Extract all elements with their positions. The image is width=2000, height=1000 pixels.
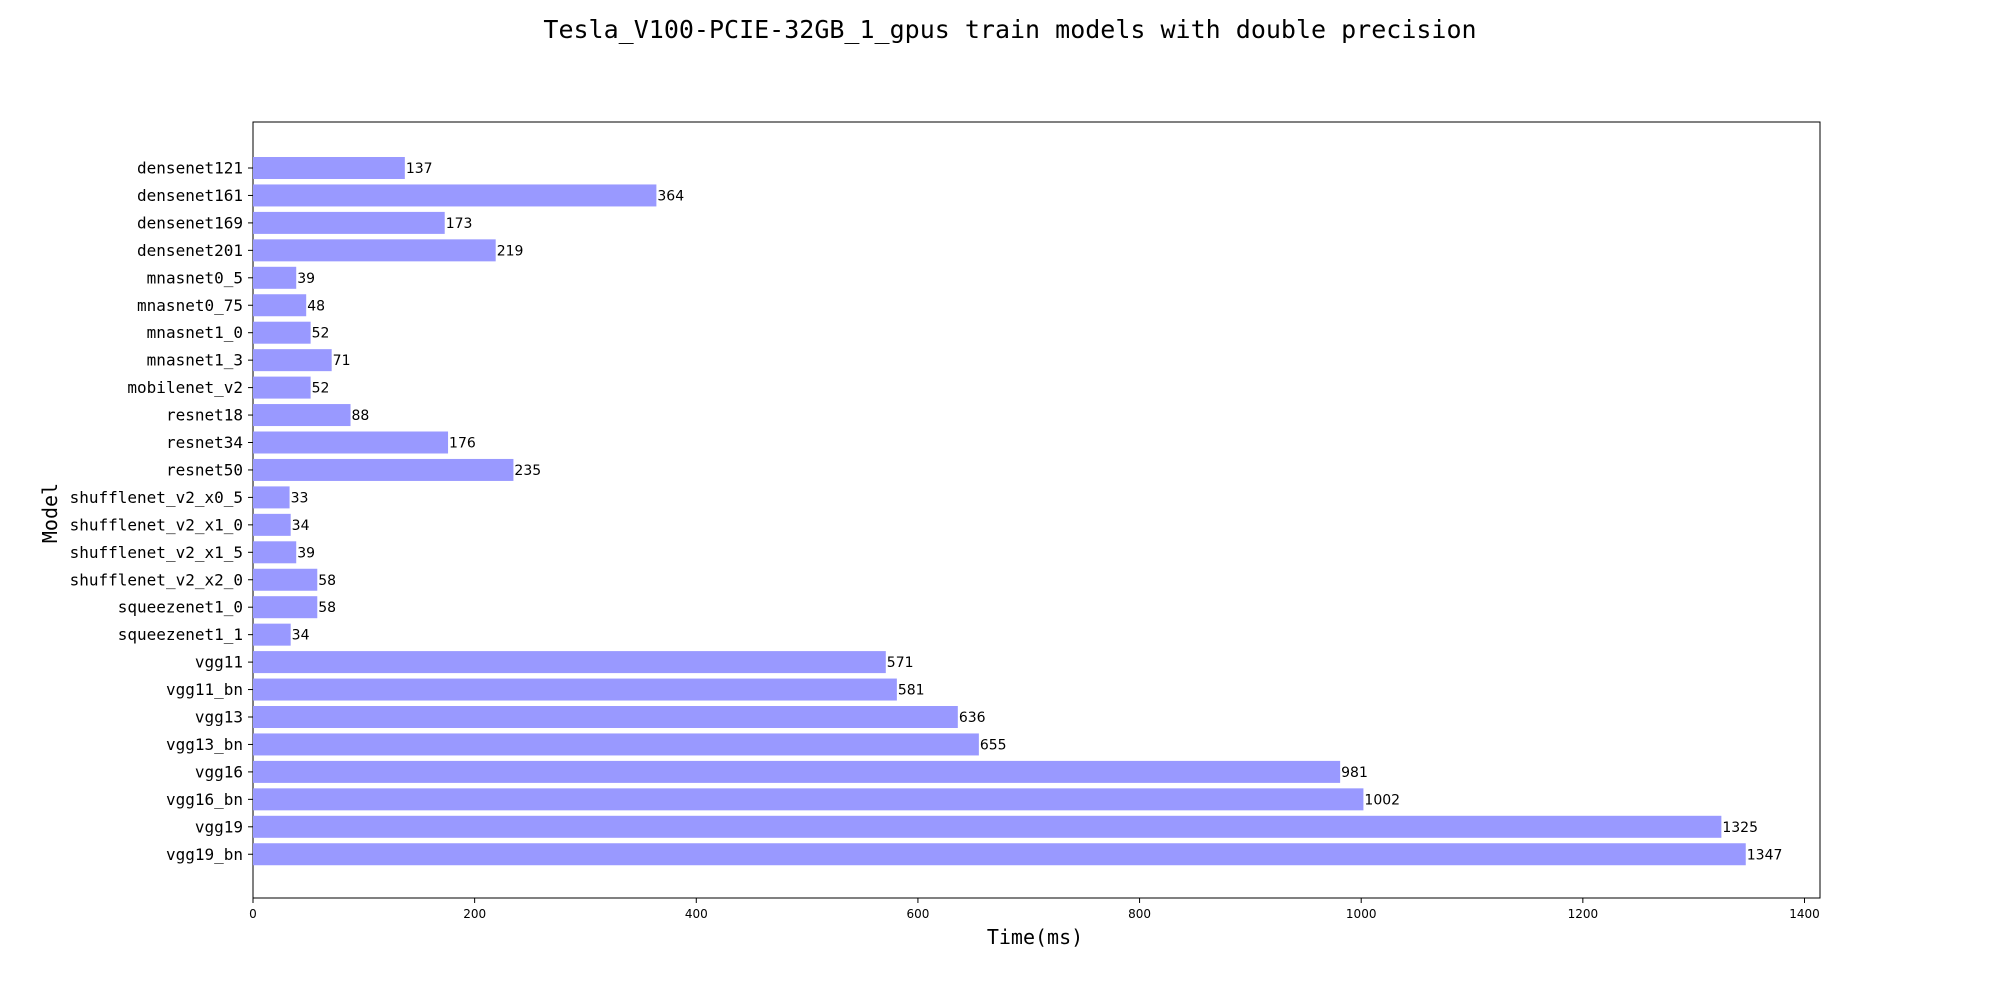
value-label-shufflenet_v2_x2_0: 58 <box>318 573 336 589</box>
y-tick-label-vgg16_bn: vgg16_bn <box>166 790 243 809</box>
value-label-vgg13_bn: 655 <box>980 737 1007 753</box>
bar-mobilenet_v2 <box>253 376 311 399</box>
bar-shufflenet_v2_x1_5 <box>253 541 297 564</box>
y-tick-label-vgg19_bn: vgg19_bn <box>166 845 243 864</box>
value-label-mnasnet0_75: 48 <box>307 298 325 314</box>
value-label-vgg19_bn: 1347 <box>1747 847 1783 863</box>
y-tick-label-shufflenet_v2_x0_5: shufflenet_v2_x0_5 <box>70 488 243 507</box>
y-tick-label-mnasnet0_5: mnasnet0_5 <box>147 268 243 287</box>
value-label-resnet50: 235 <box>514 463 541 479</box>
x-tick-label-200: 200 <box>463 907 486 921</box>
bar-vgg16_bn <box>253 788 1364 811</box>
y-tick-label-densenet161: densenet161 <box>137 186 243 205</box>
value-label-densenet169: 173 <box>446 216 473 232</box>
y-tick-label-shufflenet_v2_x1_0: shufflenet_v2_x1_0 <box>70 515 243 534</box>
bar-shufflenet_v2_x1_0 <box>253 513 291 536</box>
value-label-mnasnet1_0: 52 <box>312 326 330 342</box>
bar-resnet18 <box>253 404 351 427</box>
value-label-shufflenet_v2_x0_5: 33 <box>291 490 309 506</box>
bar-vgg11 <box>253 651 886 674</box>
bar-densenet169 <box>253 211 445 234</box>
y-tick-label-mnasnet1_3: mnasnet1_3 <box>147 351 243 370</box>
x-tick-label-1200: 1200 <box>1568 907 1599 921</box>
value-label-shufflenet_v2_x1_5: 39 <box>297 545 315 561</box>
axes-frame <box>252 121 1821 899</box>
x-axis-label: Time(ms) <box>987 925 1083 949</box>
value-label-squeezenet1_1: 34 <box>292 628 310 644</box>
bar-squeezenet1_0 <box>253 596 318 619</box>
y-tick-label-squeezenet1_1: squeezenet1_1 <box>118 625 243 644</box>
value-label-mnasnet1_3: 71 <box>333 353 351 369</box>
y-tick-label-densenet121: densenet121 <box>137 159 243 178</box>
y-tick-label-densenet201: densenet201 <box>137 241 243 260</box>
y-tick-label-vgg19: vgg19 <box>195 817 243 836</box>
bar-resnet50 <box>253 458 514 481</box>
value-label-vgg19: 1325 <box>1722 820 1758 836</box>
x-tick-label-1400: 1400 <box>1789 907 1820 921</box>
bar-densenet121 <box>253 157 405 179</box>
value-label-densenet201: 219 <box>497 243 524 259</box>
x-tick-label-0: 0 <box>249 907 257 921</box>
y-tick-label-resnet18: resnet18 <box>166 406 243 425</box>
bar-mnasnet1_0 <box>253 321 311 344</box>
value-label-vgg16_bn: 1002 <box>1364 792 1400 808</box>
y-tick-label-vgg11_bn: vgg11_bn <box>166 680 243 699</box>
value-label-mobilenet_v2: 52 <box>312 381 330 397</box>
y-tick-label-vgg16: vgg16 <box>195 762 243 781</box>
y-tick-label-mnasnet0_75: mnasnet0_75 <box>137 296 243 315</box>
value-label-vgg11: 571 <box>887 655 914 671</box>
bar-densenet161 <box>253 184 657 207</box>
bar-vgg16 <box>253 760 1341 783</box>
bar-shufflenet_v2_x0_5 <box>253 486 290 509</box>
bar-vgg19_bn <box>253 843 1746 866</box>
x-tick-label-600: 600 <box>906 907 929 921</box>
bar-resnet34 <box>253 431 449 454</box>
value-label-resnet34: 176 <box>449 436 476 452</box>
x-tick-label-800: 800 <box>1128 907 1151 921</box>
value-label-vgg13: 636 <box>959 710 986 726</box>
value-label-vgg16: 981 <box>1341 765 1368 781</box>
value-label-shufflenet_v2_x1_0: 34 <box>292 518 310 534</box>
y-tick-label-vgg11: vgg11 <box>195 653 243 672</box>
bar-squeezenet1_1 <box>253 623 291 646</box>
chart-title: Tesla_V100-PCIE-32GB_1_gpus train models… <box>543 15 1476 44</box>
bar-densenet201 <box>253 239 496 262</box>
bar-vgg13 <box>253 706 958 728</box>
bar-mnasnet0_5 <box>253 266 297 289</box>
bar-mnasnet1_3 <box>253 349 332 372</box>
y-tick-label-mobilenet_v2: mobilenet_v2 <box>127 378 243 397</box>
value-label-mnasnet0_5: 39 <box>297 271 315 287</box>
plot-area: 0 200 400 600 800 1000 1200 1400 densenet121 137 d… <box>70 121 1821 921</box>
bar-shufflenet_v2_x2_0 <box>253 568 318 591</box>
y-tick-label-mnasnet1_0: mnasnet1_0 <box>147 323 243 342</box>
x-tick-label-400: 400 <box>685 907 708 921</box>
bar-vgg13_bn <box>253 733 979 756</box>
y-tick-label-resnet50: resnet50 <box>166 460 243 479</box>
value-label-densenet121: 137 <box>406 161 433 177</box>
y-tick-label-squeezenet1_0: squeezenet1_0 <box>118 598 243 617</box>
value-label-vgg11_bn: 581 <box>898 683 925 699</box>
x-tick-label-1000: 1000 <box>1346 907 1377 921</box>
y-tick-label-vgg13_bn: vgg13_bn <box>166 735 243 754</box>
y-tick-label-densenet169: densenet169 <box>137 213 243 232</box>
y-tick-label-shufflenet_v2_x2_0: shufflenet_v2_x2_0 <box>70 570 243 589</box>
y-tick-label-shufflenet_v2_x1_5: shufflenet_v2_x1_5 <box>70 543 243 562</box>
y-tick-label-resnet34: resnet34 <box>166 433 243 452</box>
y-tick-label-vgg13: vgg13 <box>195 708 243 727</box>
value-label-resnet18: 88 <box>352 408 370 424</box>
value-label-densenet161: 364 <box>657 188 684 204</box>
bar-mnasnet0_75 <box>253 294 307 317</box>
bar-vgg19 <box>253 815 1722 838</box>
bar-vgg11_bn <box>253 678 897 701</box>
y-axis-label: Model <box>38 483 62 543</box>
value-label-squeezenet1_0: 58 <box>318 600 336 616</box>
